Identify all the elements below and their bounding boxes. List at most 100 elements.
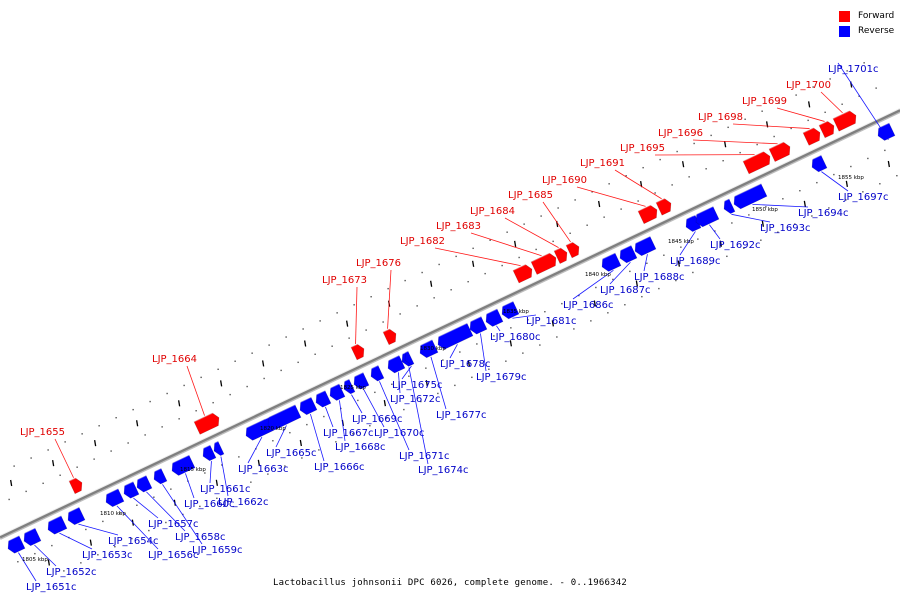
leader-LJP_1701c (837, 62, 889, 141)
leader-LJP_1671c (379, 381, 410, 451)
track-dot (659, 158, 661, 161)
track-dot (166, 392, 168, 395)
major-tick (807, 101, 811, 108)
gene-LJP_1687c (619, 245, 638, 264)
gene-LJP_1677c (419, 339, 439, 359)
major-tick (597, 200, 601, 208)
gene-label-LJP_1696: LJP_1696 (658, 128, 703, 139)
track-dot (42, 482, 44, 485)
track-dot (875, 87, 877, 89)
track-dot (348, 337, 350, 339)
major-tick (303, 340, 307, 347)
gene-LJP_1664-shade (193, 410, 217, 423)
leader-LJP_1659c (162, 484, 203, 545)
track-dot (748, 214, 750, 216)
gene-LJP_1701c-shade (874, 122, 890, 131)
gene-LJP_1653c (47, 515, 68, 535)
gene-label-LJP_1657c: LJP_1657c (148, 519, 199, 530)
gene-LJP_1697c-shade (808, 154, 822, 162)
track-dot (144, 434, 146, 436)
track-dot (828, 207, 830, 209)
track-dot (127, 442, 129, 444)
track-dot (80, 562, 82, 564)
gene-label-LJP_1689c: LJP_1689c (670, 256, 721, 267)
gene-LJP_1676 (382, 328, 397, 346)
track-dot (369, 425, 371, 427)
track-dot (297, 361, 299, 364)
gene-label-LJP_1681c: LJP_1681c (526, 316, 577, 327)
leader-LJP_1675c (401, 365, 412, 380)
gene-LJP_1683 (530, 252, 557, 275)
track-dot (442, 359, 444, 361)
gene-LJP_1679c-shade (466, 315, 482, 324)
gene-label-LJP_1676: LJP_1676 (356, 258, 401, 269)
gene-LJP_1654c-shade (64, 506, 80, 515)
scale-label: 1835 kbp (503, 309, 529, 315)
track-dot (743, 247, 745, 249)
gene-label-LJP_1661c: LJP_1661c (200, 484, 251, 495)
gene-LJP_1673-shade (350, 341, 362, 348)
track-dot (608, 183, 610, 185)
leader-LJP_1656c (116, 505, 159, 550)
gene-label-LJP_1669c: LJP_1669c (352, 414, 403, 425)
gene-LJP_1686c (601, 252, 622, 272)
track-dot (654, 192, 656, 194)
leader-LJP_1668c (339, 400, 346, 442)
leader-LJP_1681c (512, 314, 537, 319)
gene-LJP_1687c-shade (616, 244, 632, 253)
track-dot (352, 433, 354, 435)
track-dot (637, 200, 639, 202)
track-dot (8, 498, 10, 501)
gene-label-LJP_1684: LJP_1684 (470, 206, 515, 217)
major-tick (257, 459, 261, 466)
scale-label: 1820 kbp (260, 426, 286, 432)
track-dot (115, 417, 117, 419)
track-dot (153, 496, 155, 498)
leader-LJP_1682 (434, 247, 521, 267)
track-dot (641, 295, 643, 298)
leader-LJP_1665c (275, 425, 287, 448)
major-tick (681, 161, 685, 168)
track-dot (102, 520, 104, 523)
major-tick (635, 280, 639, 287)
track-dot (408, 375, 410, 377)
track-dot (590, 320, 592, 322)
backbone-highlight (0, 108, 900, 536)
gene-LJP_1655-shade (68, 475, 80, 482)
gene-label-LJP_1695: LJP_1695 (620, 143, 665, 154)
track-dot (646, 262, 648, 265)
gene-label-LJP_1685: LJP_1685 (508, 190, 553, 201)
gene-label-LJP_1694c: LJP_1694c (798, 208, 849, 219)
track-dot (285, 336, 287, 338)
leader-LJP_1688c (643, 254, 648, 272)
gene-LJP_1673 (350, 343, 365, 361)
track-dot (93, 458, 95, 460)
leader-LJP_1676 (387, 269, 392, 329)
track-dot (251, 352, 253, 354)
scale-label: 1845 kbp (668, 239, 694, 245)
leader-LJP_1687c (609, 261, 631, 285)
track-dot (336, 312, 338, 314)
track-dot (98, 425, 100, 427)
track-dot (119, 512, 121, 515)
gene-LJP_1653c-shade (44, 515, 62, 524)
gene-LJP_1680c-shade (482, 308, 498, 317)
track-dot (595, 286, 597, 289)
track-dot (25, 490, 27, 493)
track-dot (472, 247, 474, 250)
gene-label-LJP_1674c: LJP_1674c (418, 465, 469, 476)
gene-LJP_1700-shade (832, 108, 854, 120)
track-dot (47, 449, 49, 451)
major-tick (471, 260, 475, 267)
track-dot (629, 270, 631, 273)
gene-LJP_1700 (832, 110, 857, 132)
track-dot (625, 175, 627, 177)
gene-LJP_1689c-shade (682, 214, 696, 222)
track-dot (302, 328, 304, 330)
track-dot (131, 537, 133, 540)
major-tick (383, 399, 387, 407)
major-tick (261, 360, 265, 367)
gene-LJP_1678c-shade (434, 322, 468, 339)
leader-LJP_1667c (325, 406, 334, 428)
gene-LJP_1657c-shade (120, 481, 134, 488)
